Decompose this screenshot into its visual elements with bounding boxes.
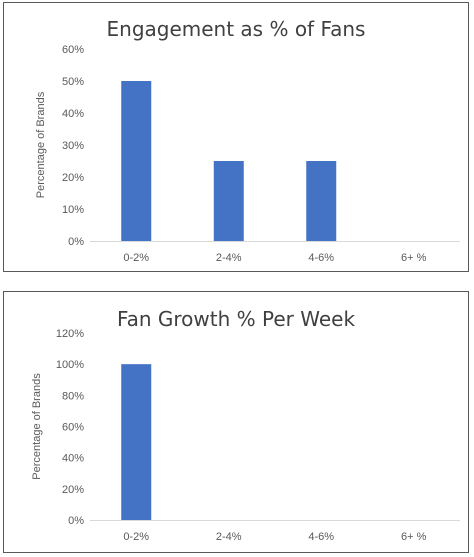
chart-title: Engagement as % of Fans xyxy=(106,17,366,41)
x-tick-label: 0-2% xyxy=(123,531,149,543)
y-tick-label: 120% xyxy=(56,328,84,340)
x-tick-label: 6+ % xyxy=(401,252,427,264)
y-tick-label: 20% xyxy=(62,172,84,184)
y-tick-label: 40% xyxy=(62,453,84,465)
y-tick-label: 40% xyxy=(62,108,84,120)
y-tick-label: 60% xyxy=(62,422,84,434)
chart-plot-area: 0% 10% 20% 30% 40% 50% 60% 0-2% 2-4% 4-6% 6+ % Perc… xyxy=(35,44,460,264)
chart-fan-growth: Fan Growth % Per Week 0% 20% 40% 60% 80% 100%… xyxy=(3,291,469,553)
bar xyxy=(306,161,337,241)
y-tick-label: 0% xyxy=(68,515,84,527)
bar xyxy=(121,364,152,520)
y-axis-label: Percentage of Brands xyxy=(35,91,47,198)
bar xyxy=(121,81,152,241)
y-tick-label: 80% xyxy=(62,390,84,402)
x-tick-label: 6+ % xyxy=(401,531,427,543)
x-tick-label: 2-4% xyxy=(216,252,242,264)
y-tick-label: 30% xyxy=(62,140,84,152)
y-tick-label: 10% xyxy=(62,204,84,216)
y-tick-label: 20% xyxy=(62,484,84,496)
y-tick-label: 60% xyxy=(62,44,84,56)
x-tick-label: 4-6% xyxy=(308,531,334,543)
x-tick-label: 2-4% xyxy=(216,531,242,543)
y-tick-label: 50% xyxy=(62,76,84,88)
y-tick-label: 100% xyxy=(56,359,84,371)
y-tick-label: 0% xyxy=(68,236,84,248)
chart-title: Fan Growth % Per Week xyxy=(116,307,356,331)
x-tick-label: 4-6% xyxy=(308,252,334,264)
y-axis-label: Percentage of Brands xyxy=(31,373,43,480)
chart-engagement: Engagement as % of Fans 0% 10% 20% 30% 40% 50… xyxy=(3,2,469,272)
bar xyxy=(213,161,244,241)
chart-plot-area: 0% 20% 40% 60% 80% 100% 120% 0-2% 2-4% 4-6% 6+ % Pe… xyxy=(31,328,460,543)
x-tick-label: 0-2% xyxy=(123,252,149,264)
